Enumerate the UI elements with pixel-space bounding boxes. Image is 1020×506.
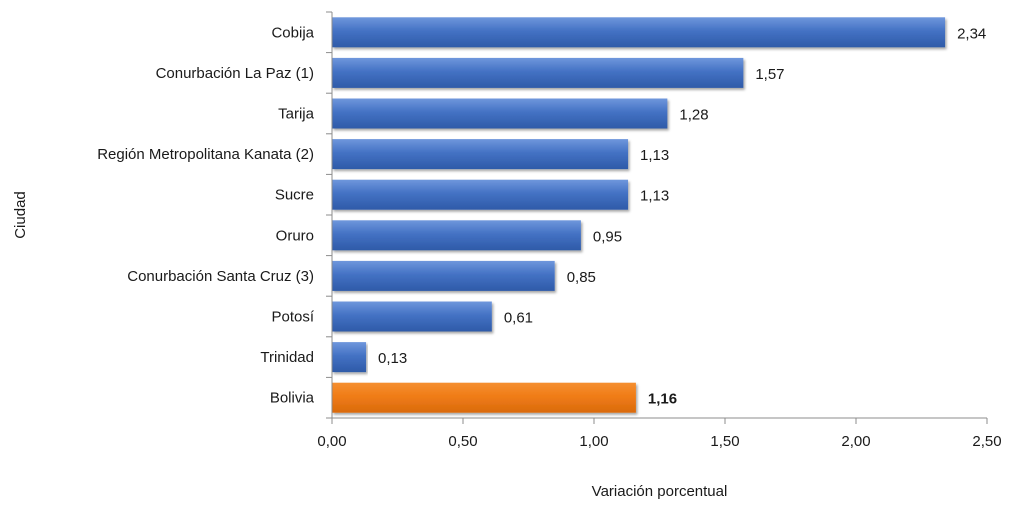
data-label: 2,34: [957, 25, 986, 42]
category-label: Trinidad: [260, 349, 314, 366]
category-label: Cobija: [271, 24, 314, 41]
x-tick-labels: 0,00 0,50 1,00 1,50 2,00 2,50: [317, 433, 1001, 450]
data-label: 0,61: [504, 310, 533, 327]
bar-7: [332, 301, 492, 332]
x-tick-label: 0,00: [317, 433, 346, 450]
value-labels: 2,34 1,57 1,28 1,13 1,13 0,95 0,85 0,61 0,13 1,16: [378, 25, 986, 407]
category-label: Oruro: [276, 227, 314, 244]
category-label: Potosí: [271, 309, 314, 326]
data-label: 0,13: [378, 350, 407, 367]
x-tick-label: 1,50: [710, 433, 739, 450]
category-labels: Cobija Conurbación La Paz (1) Tarija Región…: [97, 24, 315, 406]
category-label: Tarija: [278, 106, 315, 123]
bar-6: [332, 260, 555, 291]
category-label: Conurbación La Paz (1): [156, 65, 314, 82]
bar-9: [332, 382, 636, 413]
data-label: 0,85: [567, 269, 596, 286]
bars-layer: [332, 17, 946, 413]
category-label: Sucre: [275, 187, 314, 204]
bar-1: [332, 57, 744, 88]
category-label: Bolivia: [270, 390, 315, 407]
category-label: Conurbación Santa Cruz (3): [127, 268, 314, 285]
data-label: 1,16: [648, 391, 677, 408]
x-tick-label: 2,00: [841, 433, 870, 450]
bar-3: [332, 139, 629, 170]
bar-4: [332, 179, 629, 210]
category-label: Región Metropolitana Kanata (2): [97, 146, 314, 163]
axis-layer: [326, 11, 988, 424]
data-label: 1,13: [640, 147, 669, 164]
bar-0: [332, 17, 946, 48]
x-axis-title: Variación porcentual: [592, 483, 728, 500]
x-tick-label: 0,50: [448, 433, 477, 450]
data-label: 1,13: [640, 188, 669, 205]
bar-8: [332, 342, 367, 373]
y-axis-title: Ciudad: [12, 191, 29, 239]
data-label: 1,57: [755, 66, 784, 83]
bar-5: [332, 220, 581, 251]
x-tick-label: 1,00: [579, 433, 608, 450]
data-label: 1,28: [679, 107, 708, 124]
bar-2: [332, 98, 668, 129]
data-label: 0,95: [593, 228, 622, 245]
x-tick-label: 2,50: [972, 433, 1001, 450]
